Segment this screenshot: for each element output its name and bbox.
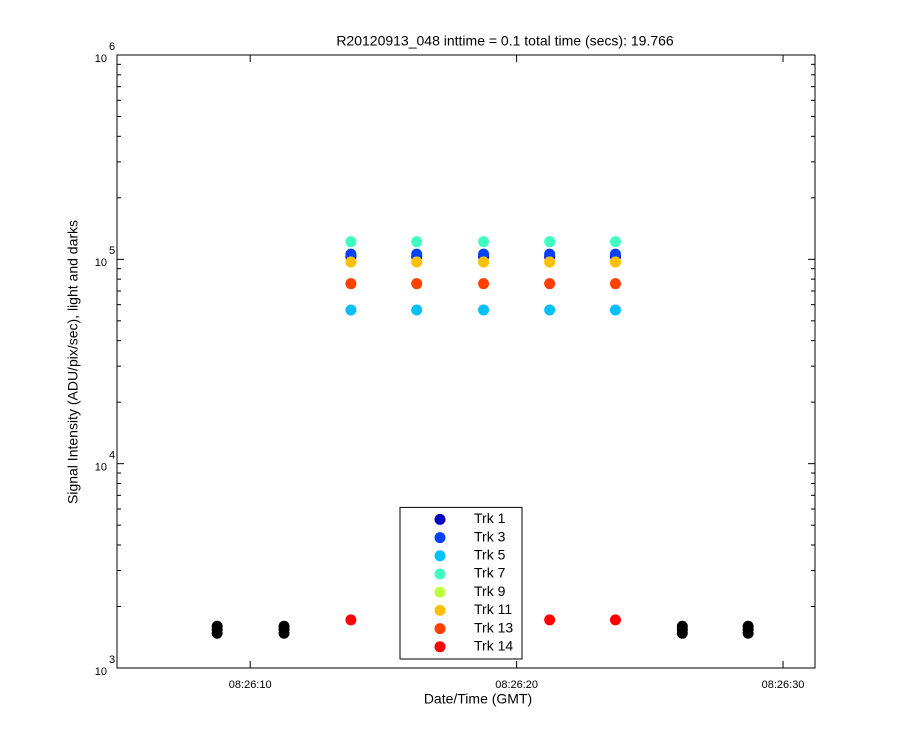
point [411, 236, 423, 248]
legend-marker [434, 586, 446, 598]
point [544, 304, 556, 316]
legend: Trk 1 Trk 3 Trk 5 Trk 7 Trk 9 Trk 11 Trk 13 Trk… [399, 506, 523, 660]
legend-marker [434, 604, 446, 616]
legend-label: Trk 5 [474, 547, 506, 563]
legend-label: Trk 9 [474, 583, 506, 599]
y-tick-label: 10 [95, 666, 107, 678]
point [478, 236, 490, 248]
point [609, 236, 621, 248]
point [478, 278, 490, 290]
point [544, 614, 556, 626]
point [345, 248, 357, 260]
point [609, 278, 621, 290]
point [278, 620, 290, 632]
marks [211, 236, 754, 639]
point [609, 304, 621, 316]
point [411, 278, 423, 290]
y-tick-exponent: 3 [109, 654, 115, 666]
point [411, 256, 423, 268]
legend-label: Trk 7 [474, 565, 506, 581]
point [609, 248, 621, 260]
point [544, 256, 556, 268]
legend-label: Trk 1 [474, 510, 506, 526]
point [211, 620, 223, 632]
x-tick-label: 08:26:10 [229, 679, 272, 691]
point [676, 620, 688, 632]
chart-title: R20120913_048 inttime = 0.1 total time (… [336, 33, 674, 49]
y-tick-exponent: 6 [109, 41, 115, 53]
point [544, 278, 556, 290]
legend-label: Trk 11 [474, 601, 512, 617]
legend-marker [434, 568, 446, 580]
point [478, 248, 490, 260]
point [742, 620, 754, 632]
y-axis-label: Signal Intensity (ADU/pix/sec), light an… [65, 220, 81, 504]
point [478, 256, 490, 268]
y-tick-label: 10 [95, 257, 107, 269]
x-axis-label: Date/Time (GMT) [424, 691, 532, 707]
legend-marker [434, 623, 446, 635]
legend-label: Trk 13 [474, 619, 513, 635]
y-tick-exponent: 5 [109, 245, 115, 257]
point [544, 236, 556, 248]
legend-box [399, 506, 523, 660]
point [544, 248, 556, 260]
legend-label: Trk 3 [474, 528, 506, 544]
point [345, 304, 357, 316]
point [411, 248, 423, 260]
point [345, 256, 357, 268]
x-tick-label: 08:26:20 [495, 679, 538, 691]
y-tick-exponent: 4 [109, 450, 115, 462]
legend-marker [434, 550, 446, 562]
point [411, 304, 423, 316]
point [609, 614, 621, 626]
point [345, 614, 357, 626]
legend-marker [434, 641, 446, 653]
point [345, 278, 357, 290]
x-tick-label: 08:26:30 [762, 679, 805, 691]
legend-label: Trk 14 [474, 638, 513, 654]
legend-marker [434, 513, 446, 525]
point [609, 256, 621, 268]
y-tick-label: 10 [95, 462, 107, 474]
point [478, 304, 490, 316]
point [345, 236, 357, 248]
y-tick-label: 10 [95, 53, 107, 65]
legend-marker [434, 532, 446, 544]
